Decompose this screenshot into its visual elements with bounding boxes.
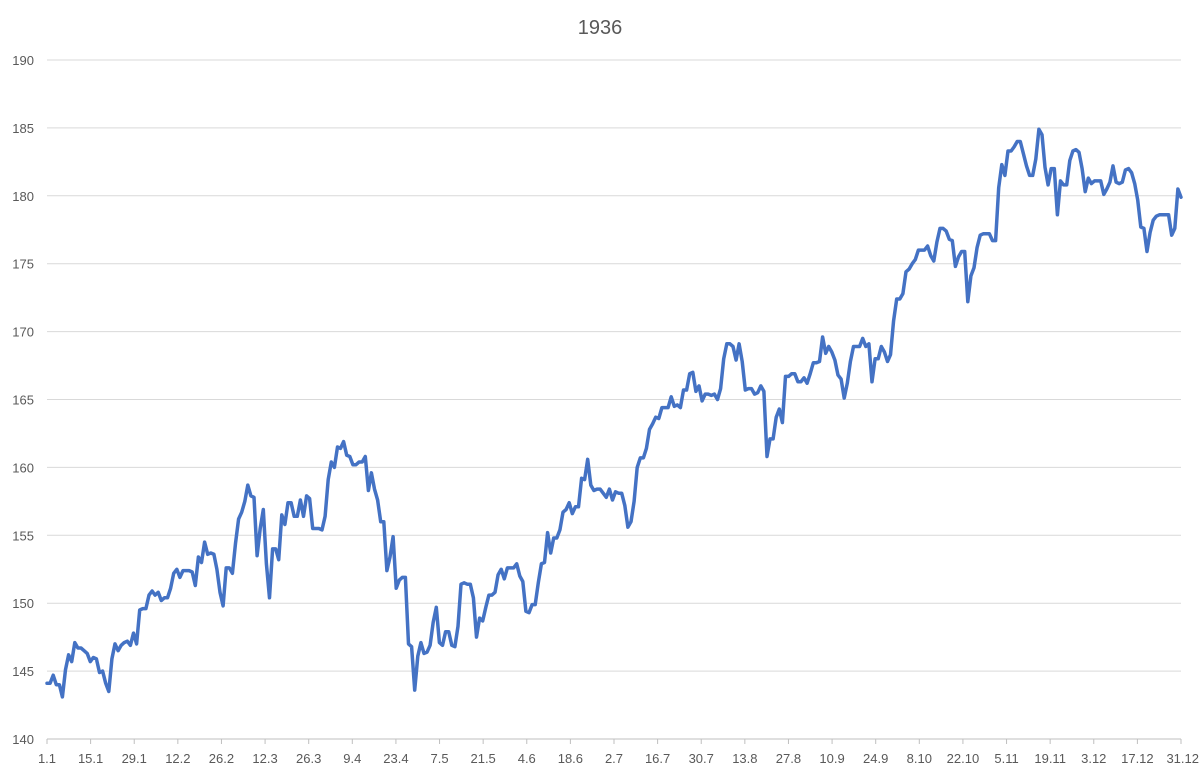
- x-tick-label: 1.1: [38, 751, 56, 766]
- x-tick-label: 15.1: [78, 751, 103, 766]
- series-line-0: [45, 127, 1183, 699]
- x-tick-label: 16.7: [645, 751, 670, 766]
- x-tick-label: 17.12: [1121, 751, 1154, 766]
- y-tick-label: 175: [12, 257, 34, 272]
- chart-title: 1936: [578, 17, 623, 39]
- y-tick-label: 150: [12, 596, 34, 611]
- x-tick-label: 22.10: [947, 751, 980, 766]
- x-tick-label: 18.6: [558, 751, 583, 766]
- x-tick-label: 31.12: [1166, 751, 1199, 766]
- x-tick-label: 7.5: [430, 751, 448, 766]
- y-tick-label: 155: [12, 528, 34, 543]
- x-tick-label: 26.3: [296, 751, 321, 766]
- x-tick-label: 19.11: [1034, 751, 1066, 766]
- x-tick-label: 2.7: [605, 751, 623, 766]
- x-tick-label: 27.8: [776, 751, 801, 766]
- x-tick-label: 4.6: [518, 751, 536, 766]
- series-layer: [45, 127, 1183, 699]
- y-tick-label: 145: [12, 664, 34, 679]
- x-tick-label: 10.9: [819, 751, 844, 766]
- y-tick-label: 185: [12, 121, 34, 136]
- x-tick-label: 29.1: [122, 751, 147, 766]
- x-tick-label: 5.11: [994, 751, 1018, 766]
- y-tick-label: 180: [12, 189, 34, 204]
- x-tick-label: 13.8: [732, 751, 757, 766]
- x-tick-label: 30.7: [689, 751, 714, 766]
- y-tick-label: 165: [12, 393, 34, 408]
- x-tick-label: 26.2: [209, 751, 234, 766]
- x-tick-label: 8.10: [907, 751, 932, 766]
- y-tick-label: 190: [12, 53, 34, 68]
- x-tick-label: 3.12: [1081, 751, 1106, 766]
- y-tick-label: 140: [12, 732, 34, 747]
- y-tick-label: 160: [12, 460, 34, 475]
- x-tick-label: 24.9: [863, 751, 888, 766]
- x-axis-ticks: 1.1 15.1 29.1 12.2 26.2 12.3 26.3 9.4 23.4 7.5 21.…: [38, 739, 1199, 766]
- x-tick-label: 23.4: [383, 751, 408, 766]
- x-tick-label: 9.4: [343, 751, 361, 766]
- y-axis-ticks: 140 145 150 155 160 165 170 175 180 185 190: [12, 53, 34, 747]
- y-tick-label: 170: [12, 325, 34, 340]
- x-tick-label: 21.5: [470, 751, 495, 766]
- x-tick-label: 12.2: [165, 751, 190, 766]
- x-tick-label: 12.3: [252, 751, 277, 766]
